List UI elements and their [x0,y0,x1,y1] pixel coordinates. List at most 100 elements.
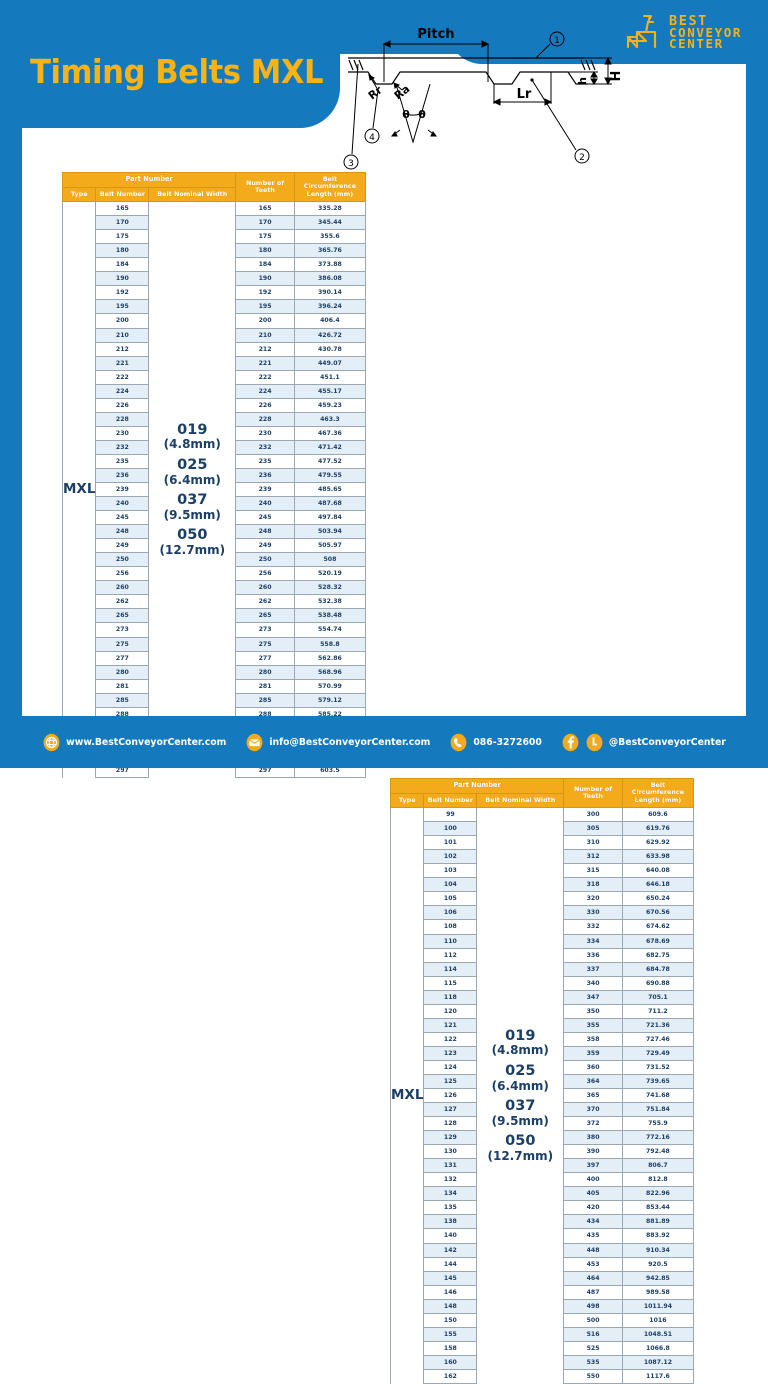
table-row: 190 190 386.08 [63,271,367,287]
table-row: 262 262 532.38 [63,594,367,610]
cell-belt-number: 102 [423,849,478,865]
cell-circumference-length: 558.8 [293,636,367,652]
cell-circumference-length: 487.68 [293,496,367,512]
cell-number-of-teeth: 320 [563,891,623,907]
cell-circumference-length: 335.28 [293,201,367,217]
cell-belt-number: 131 [423,1158,478,1174]
header-belt-circumference: Belt Circumference Length (mm) [293,171,367,203]
table-row: MXL 165 019 (4.8mm) 025 (6.4mm) 037 (9.5mm) 050(… [61,201,367,778]
cell-number-of-teeth: 300 [563,807,623,823]
footer-email[interactable]: info@BestConveyorCenter.com [245,733,430,752]
cell-number-of-teeth: 190 [235,271,295,287]
cell-belt-number: 245 [95,510,150,526]
cell-belt-number: 146 [423,1284,478,1300]
cell-belt-number: 165 [95,201,150,217]
cell-number-of-teeth: 236 [235,467,295,484]
cell-belt-number: 155 [423,1326,478,1342]
globe-icon [43,733,60,751]
cell-number-of-teeth: 332 [563,919,623,935]
cell-belt-number: 110 [423,933,478,949]
cell-number-of-teeth: 273 [235,622,295,638]
width-code: 050 [505,1133,536,1150]
table-body-right: MXL 99 019 (4.8mm) 025 (6.4mm) 037 (9.5mm) 050 (1… [389,807,695,1384]
width-mm: (12.7mm) [159,542,226,557]
cell-number-of-teeth: 240 [235,496,295,512]
spec-table-right: Part Number Number of Teeth Belt Circumf… [389,777,695,1384]
cell-number-of-teeth: 195 [235,299,295,315]
cell-number-of-teeth: 260 [235,580,295,596]
width-code: 019 [177,422,208,439]
diagram-label-theta-left: θ [402,108,410,121]
cell-circumference-length: 629.92 [621,835,695,851]
cell-belt-number: 195 [95,299,150,315]
cell-belt-number: 162 [423,1368,478,1384]
cell-circumference-length: 727.46 [621,1031,695,1047]
cell-belt-number: 105 [423,891,478,907]
cell-belt-number: 200 [95,313,150,329]
cell-number-of-teeth: 228 [235,411,295,427]
cell-belt-number: 248 [95,524,150,540]
diagram-label-theta-right: θ [418,108,426,121]
conveyor-robot-icon [626,14,657,49]
cell-belt-number: 114 [423,961,478,977]
cell-number-of-teeth: 525 [563,1340,623,1356]
phone-icon [450,733,467,751]
cell-circumference-length: 721.36 [621,1017,695,1033]
cell-belt-number: 184 [95,257,150,273]
cell-number-of-teeth: 550 [563,1368,623,1384]
table-row: 248 248 503.94 [63,524,367,540]
footer-phone[interactable]: 086-3272600 [449,733,542,752]
cell-number-of-teeth: 232 [235,439,295,455]
table-row: 195 195 396.24 [63,299,367,315]
table-head: Part Number Number of Teeth Belt Circumf… [61,171,367,203]
table-row: MXL 99 019 (4.8mm) 025 (6.4mm) 037 (9.5mm) 050 (1… [389,807,695,1384]
cell-belt-number: 115 [423,975,478,991]
width-option: 037 (9.5mm) [492,1098,549,1127]
cell-belt-nominal-width: 019 (4.8mm) 025 (6.4mm) 037 (9.5mm) 050 (12.7mm… [148,201,237,778]
footer-social[interactable]: @BestConveyorCenter [561,733,726,752]
cell-number-of-teeth: 275 [235,636,295,652]
brand-logo[interactable]: BEST CONVEYOR CENTER [448,0,768,64]
cell-number-of-teeth: 310 [563,835,623,851]
spec-table-left: Part Number Number of Teeth Belt Circumf… [61,171,367,779]
cell-belt-number: 138 [423,1214,478,1230]
width-option: 019 (4.8mm) [492,1028,549,1057]
cell-circumference-length: 373.88 [293,257,367,273]
cell-belt-number: 239 [95,482,150,498]
cell-belt-number: 118 [423,989,478,1005]
cell-belt-number: 228 [95,411,150,427]
cell-circumference-length: 792.48 [621,1144,695,1160]
cell-belt-number: 210 [95,327,150,343]
cell-circumference-length: 1087.12 [621,1354,695,1370]
table-row: 260 260 528.32 [63,580,367,596]
cell-circumference-length: 650.24 [621,891,695,907]
cell-circumference-length: 396.24 [293,299,367,315]
cell-belt-number: 175 [95,229,150,245]
table-row: 222 222 451.1 [63,369,367,385]
table-row: 210 210 426.72 [63,327,367,343]
diagram-label-H: H [609,71,624,82]
cell-number-of-teeth: 434 [563,1214,623,1230]
footer-contact-bar: www.BestConveyorCenter.com info@BestConv… [0,716,768,768]
cell-number-of-teeth: 400 [563,1172,623,1188]
footer-website[interactable]: www.BestConveyorCenter.com [42,733,226,752]
cell-number-of-teeth: 500 [563,1312,623,1328]
cell-number-of-teeth: 315 [563,863,623,879]
cell-number-of-teeth: 245 [235,510,295,526]
belt-tooth-profile-diagram: Pitch Lr H h [343,27,624,170]
cell-circumference-length: 646.18 [621,877,695,893]
cell-belt-number: 260 [95,580,150,596]
cell-circumference-length: 670.56 [621,905,695,921]
table-row: 232 232 471.42 [63,439,367,455]
cell-circumference-length: 538.48 [293,608,367,624]
cell-belt-number: 104 [423,877,478,893]
cell-circumference-length: 355.6 [293,229,367,245]
cell-circumference-length: 532.38 [293,594,367,610]
cell-type: MXL [389,807,425,1384]
width-code: 037 [177,492,208,509]
cell-number-of-teeth: 221 [235,355,295,371]
cell-circumference-length: 633.98 [621,849,695,865]
header-part-number: Part Number [61,172,237,188]
cell-belt-number: 232 [95,439,150,455]
table-row: 192 192 390.14 [63,285,367,301]
